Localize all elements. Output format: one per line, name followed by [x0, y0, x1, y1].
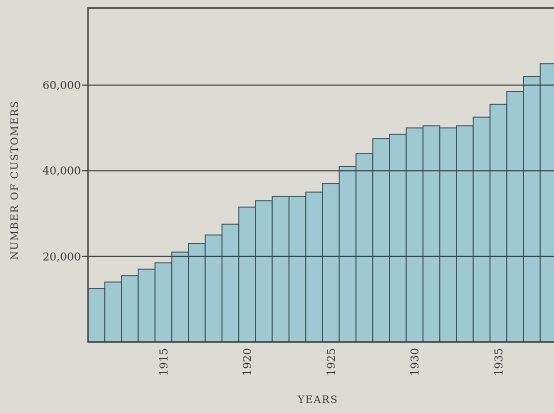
bars-layer — [87, 63, 554, 343]
frame-layer — [87, 7, 554, 343]
bar-1923 — [288, 195, 307, 343]
bar-1915 — [154, 262, 173, 343]
x-tick-label-1915: 1915 — [157, 348, 170, 376]
bar-1929 — [389, 133, 407, 343]
bar-1919 — [221, 223, 240, 343]
x-tick-label-1935: 1935 — [492, 348, 505, 376]
bar-1921 — [255, 200, 273, 343]
bar-1930 — [405, 127, 424, 343]
x-tick-labels: 1915 1920 1925 1930 1935 — [157, 348, 505, 376]
y-tick-labels: 20,000 40,000 60,000 — [43, 79, 82, 263]
bar-1934 — [472, 116, 491, 343]
bar-1918 — [204, 234, 223, 343]
bar-1922 — [271, 195, 290, 343]
bar-1928 — [372, 138, 390, 343]
plot-frame — [87, 7, 554, 343]
y-tick-label-60000: 60,000 — [43, 79, 82, 92]
bar-1917 — [188, 243, 206, 343]
bar-1916 — [171, 251, 189, 343]
bar-1935 — [489, 103, 508, 343]
bar-1920 — [238, 206, 256, 343]
y-axis-title: NUMBER OF CUSTOMERS — [10, 100, 21, 260]
bar-1925 — [322, 183, 340, 343]
bar-1914 — [137, 268, 156, 343]
bar-1933 — [456, 125, 474, 343]
bar-1936 — [506, 91, 524, 343]
bar-1924 — [305, 191, 323, 343]
bar-1927 — [355, 153, 374, 343]
bar-1911 — [87, 288, 106, 343]
x-tick-label-1925: 1925 — [325, 348, 338, 376]
bar-1931 — [422, 125, 441, 343]
x-axis-title: YEARS — [297, 395, 339, 406]
bar-1937 — [523, 76, 541, 343]
y-tick-label-40000: 40,000 — [43, 165, 82, 178]
bar-1938 — [539, 63, 554, 343]
x-tick-label-1920: 1920 — [241, 348, 254, 376]
bar-1913 — [121, 275, 139, 343]
gridlines-layer — [82, 84, 554, 257]
bar-1912 — [104, 281, 122, 343]
x-tick-label-1930: 1930 — [409, 348, 422, 376]
y-tick-label-20000: 20,000 — [43, 250, 82, 263]
bar-1926 — [338, 165, 357, 343]
bar-1932 — [439, 127, 457, 343]
